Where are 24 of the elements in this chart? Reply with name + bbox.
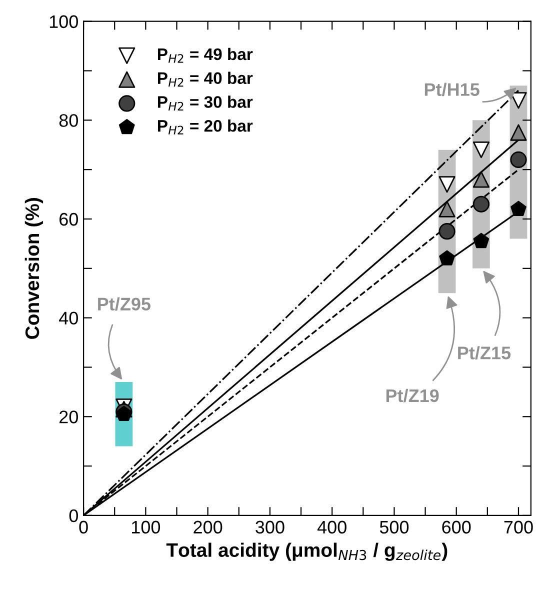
y-tick-label: 20 bbox=[60, 410, 78, 424]
y-tick-label: 0 bbox=[69, 509, 78, 522]
legend-label: P$_{H2}$ = 49 bar bbox=[158, 48, 253, 63]
x-axis-title: Total acidity (μmol$_{NH3}$ / g$_{zeolite}$) bbox=[166, 542, 448, 561]
y-tick-label: 80 bbox=[59, 114, 78, 127]
x-tick-label: 500 bbox=[380, 520, 409, 534]
x-tick-label: 400 bbox=[317, 520, 346, 534]
legend-label: P$_{H2}$ = 40 bar bbox=[158, 72, 253, 87]
y-tick-label: 40 bbox=[59, 312, 78, 325]
legend-label: P$_{H2}$ = 20 bar bbox=[158, 120, 253, 134]
x-tick-label: 600 bbox=[442, 520, 471, 534]
y-tick-label: 100 bbox=[50, 15, 78, 28]
annotation: Pt/Z95 bbox=[98, 297, 151, 311]
annotation: Pt/Z19 bbox=[386, 388, 439, 402]
y-tick-label: 60 bbox=[60, 212, 78, 226]
x-tick-label: 0 bbox=[79, 520, 88, 534]
x-tick-label: 300 bbox=[256, 520, 284, 534]
annotation: Pt/H15 bbox=[424, 82, 480, 96]
annotation: Pt/Z15 bbox=[458, 346, 511, 360]
x-tick-label: 100 bbox=[132, 520, 160, 534]
x-tick-label: 200 bbox=[194, 520, 222, 534]
legend-label: P$_{H2}$ = 30 bar bbox=[158, 96, 253, 110]
y-axis-title: Conversion (%) bbox=[24, 198, 44, 339]
x-tick-label: 700 bbox=[504, 520, 533, 534]
